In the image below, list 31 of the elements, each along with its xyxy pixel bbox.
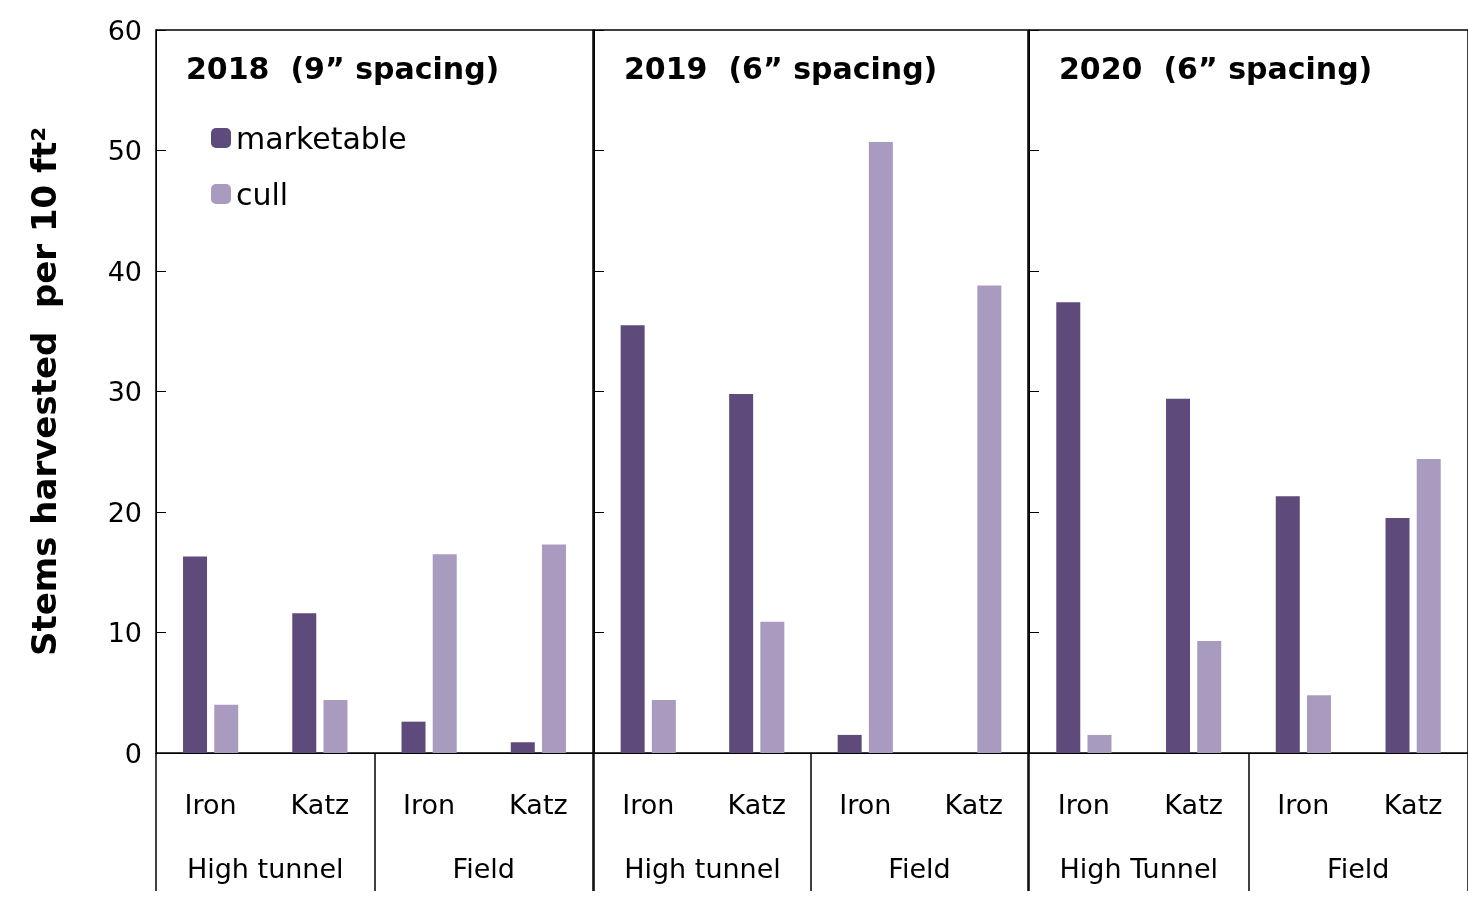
y-axis-title: Stems harvested per 10 ft² (24, 126, 64, 657)
x-tick-label: Iron (184, 789, 237, 820)
y-tick-label: 0 (124, 737, 142, 769)
y-tick-label: 40 (107, 255, 142, 287)
x-tick-label: Iron (1277, 789, 1330, 820)
text: Field (452, 853, 515, 884)
legend-label: marketable (236, 120, 407, 156)
x-tick-label: Katz (1383, 789, 1443, 820)
y-tick-label: 20 (107, 496, 142, 528)
y-tick-label: 10 (107, 617, 142, 648)
x-tick-label: Katz (1164, 789, 1223, 820)
text: 2019 (6” spacing) (624, 50, 938, 86)
text: 2018 (9” spacing) (186, 50, 500, 86)
y-tick-label: 50 (107, 135, 142, 166)
x-tick-label: Iron (839, 789, 892, 820)
x-tick-label: Katz (944, 789, 1004, 820)
text: 2020 (6” spacing) (1059, 50, 1373, 86)
x-tick-label: Iron (622, 789, 675, 820)
text: High tunnel (186, 853, 344, 884)
y-tick-label: 60 (107, 14, 142, 46)
text: Field (888, 853, 951, 884)
text: High Tunnel (1059, 853, 1218, 884)
y-tick-label: 30 (107, 376, 142, 407)
x-tick-label: Iron (403, 789, 456, 820)
x-tick-label: Iron (1057, 789, 1110, 820)
x-tick-label: Katz (290, 789, 350, 820)
legend-label: cull (236, 176, 289, 212)
text: Field (1327, 853, 1390, 884)
text: High tunnel (624, 853, 781, 884)
x-tick-label: Katz (509, 789, 568, 820)
x-tick-label: Katz (727, 789, 787, 820)
